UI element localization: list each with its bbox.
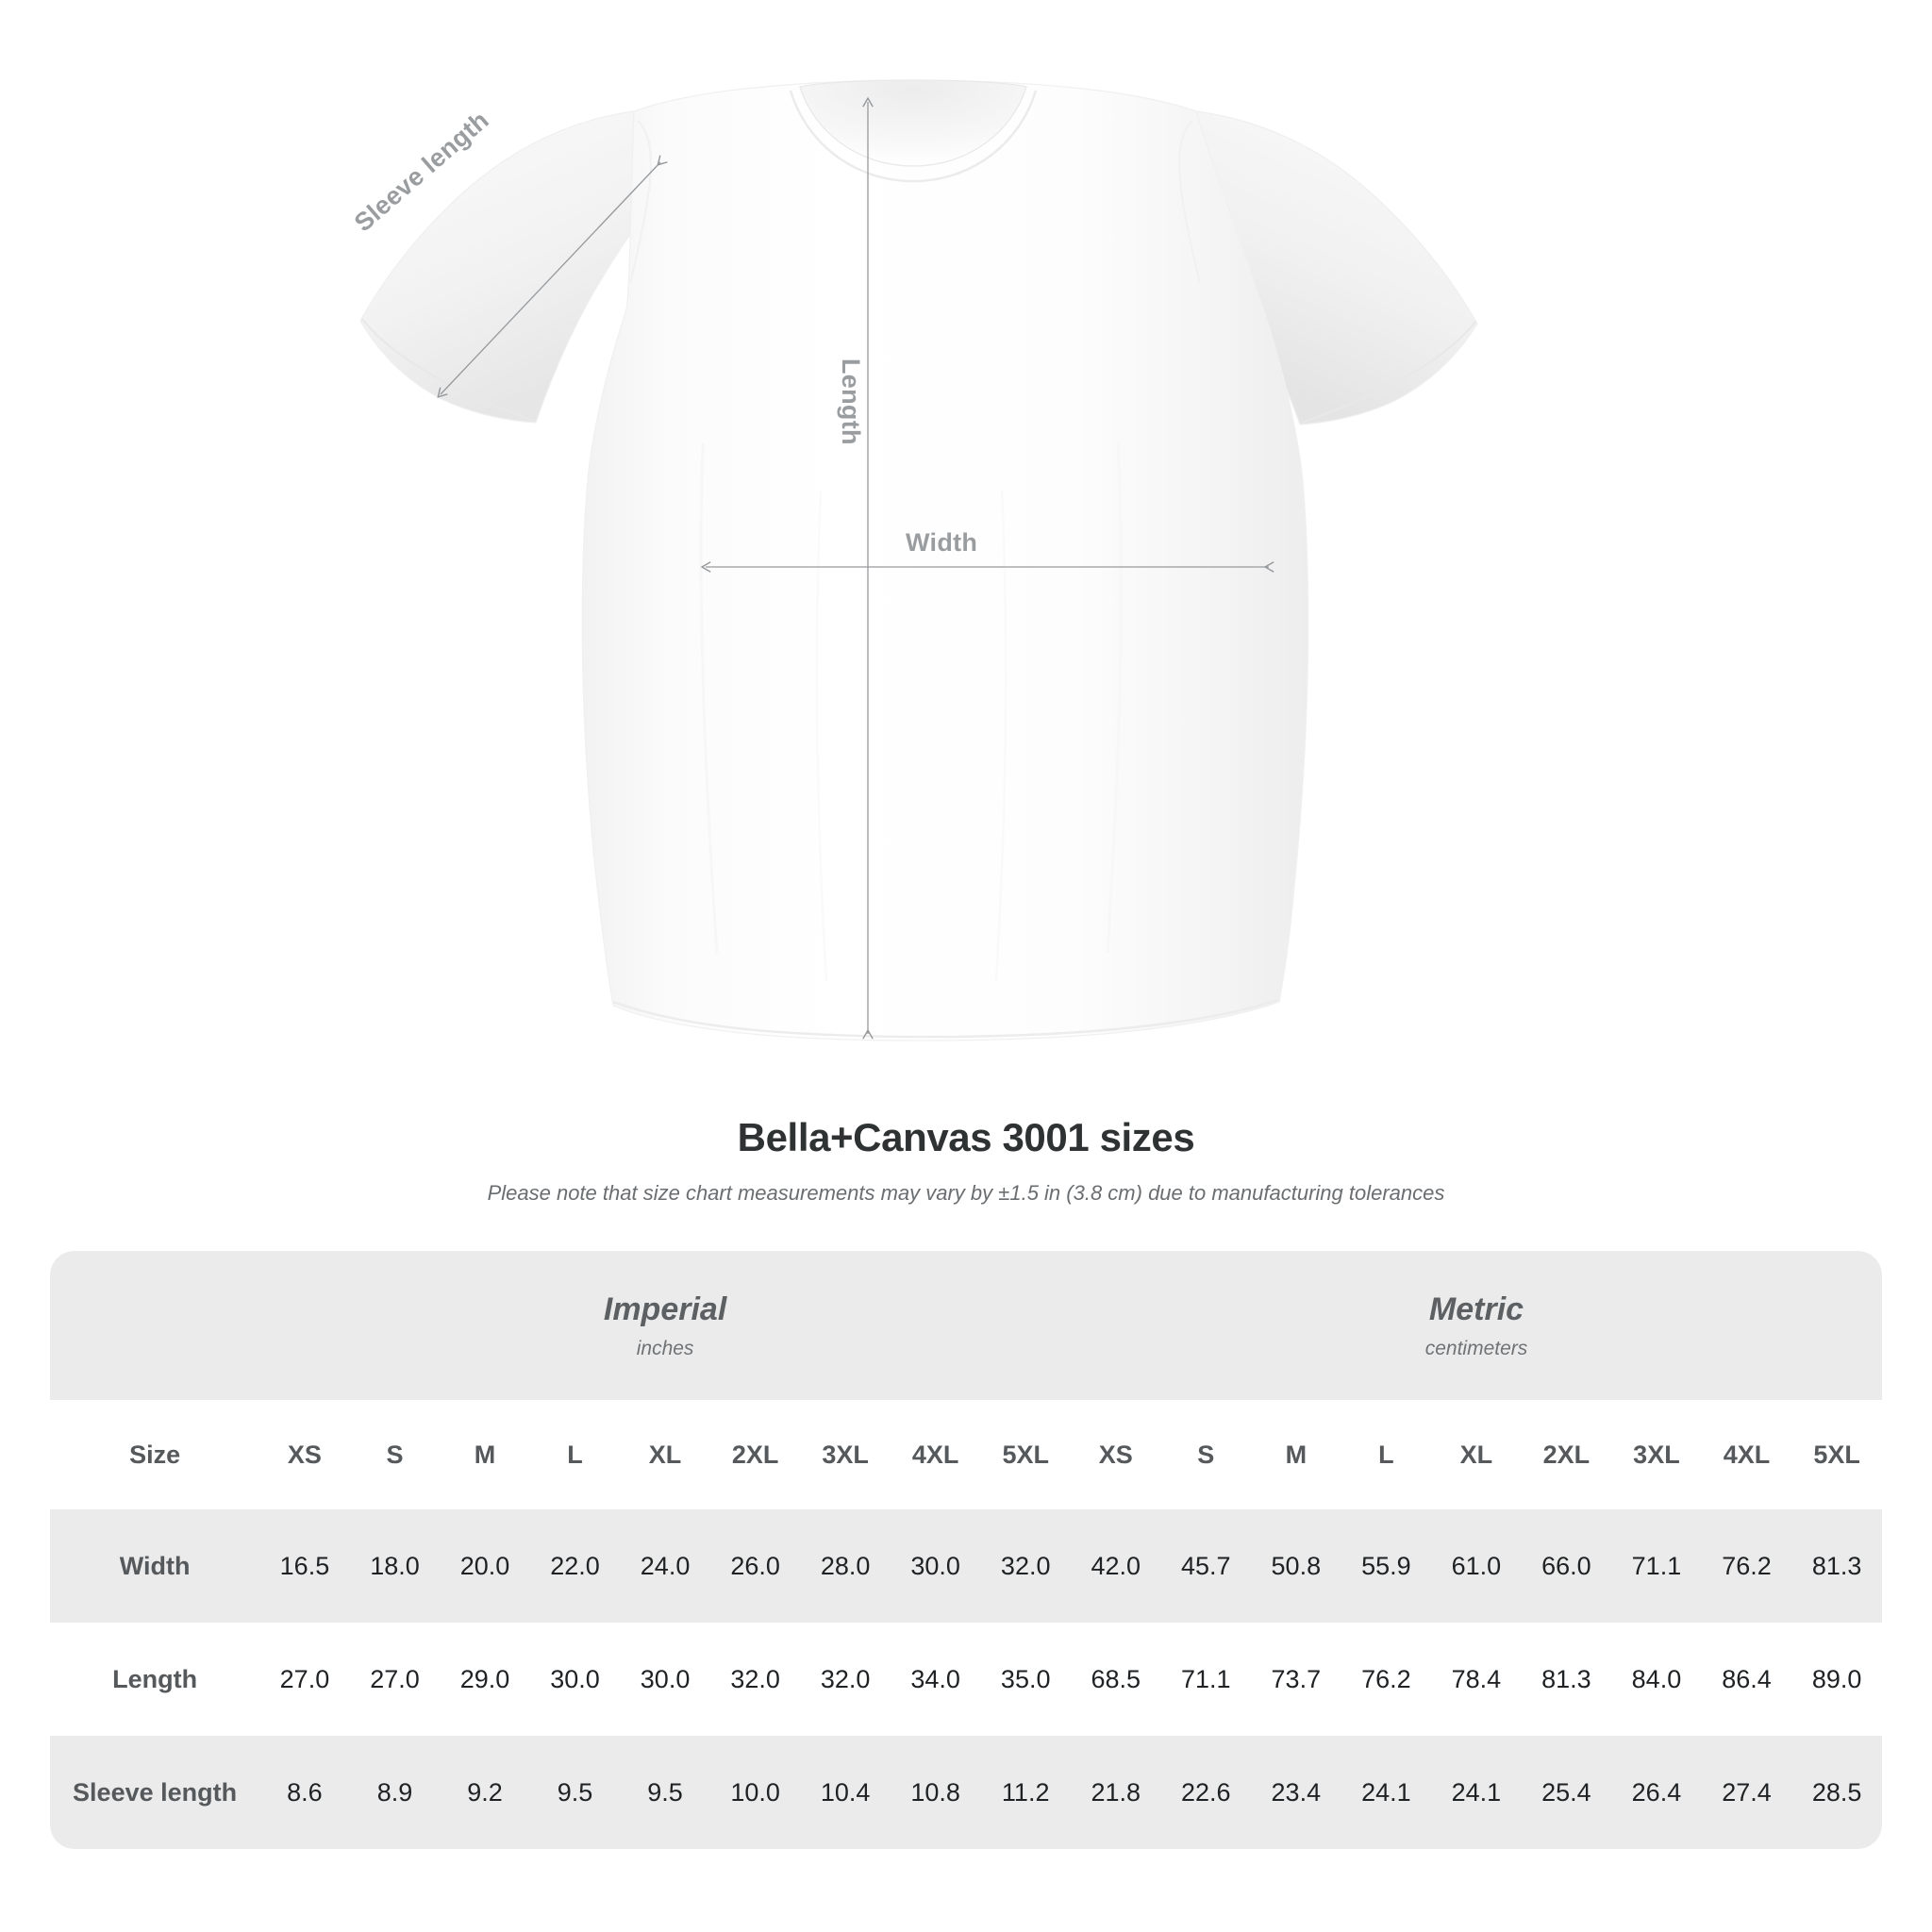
size-chart-heading: Bella+Canvas 3001 sizes Please note that… [0, 1115, 1932, 1206]
cell-length-metric-5xl: 89.0 [1791, 1623, 1882, 1736]
column-header-imperial-m: M [440, 1400, 530, 1509]
cell-sleeve-imperial-xs: 8.6 [259, 1736, 350, 1849]
cell-width-imperial-s: 18.0 [349, 1509, 441, 1623]
cell-length-metric-4xl: 86.4 [1701, 1623, 1792, 1736]
cell-width-imperial-4xl: 30.0 [890, 1509, 981, 1623]
length-annotation-label: Length [837, 358, 865, 445]
unit-header-spacer [50, 1251, 260, 1400]
cell-width-imperial-5xl: 32.0 [980, 1509, 1071, 1623]
cell-width-imperial-m: 20.0 [440, 1509, 530, 1623]
column-header-size: Size [50, 1400, 260, 1509]
cell-width-metric-2xl: 66.0 [1521, 1509, 1612, 1623]
cell-width-imperial-2xl: 26.0 [709, 1509, 801, 1623]
unit-group-metric-unit: centimeters [1424, 1337, 1528, 1359]
unit-group-metric: Metric centimeters [1070, 1251, 1882, 1400]
cell-sleeve-imperial-xl: 9.5 [620, 1736, 710, 1849]
column-header-metric-xs: XS [1070, 1400, 1161, 1509]
tolerance-note: Please note that size chart measurements… [487, 1181, 1445, 1205]
cell-sleeve-metric-l: 24.1 [1341, 1736, 1432, 1849]
cell-width-metric-l: 55.9 [1341, 1509, 1432, 1623]
size-chart-table: Imperial inches Metric centimeters Size … [50, 1251, 1882, 1849]
cell-length-metric-xs: 68.5 [1070, 1623, 1161, 1736]
column-header-imperial-5xl: 5XL [980, 1400, 1071, 1509]
unit-group-imperial-unit: inches [636, 1337, 694, 1359]
column-header-metric-m: M [1251, 1400, 1341, 1509]
column-header-imperial-xs: XS [259, 1400, 350, 1509]
cell-length-imperial-3xl: 32.0 [800, 1623, 891, 1736]
column-header-imperial-4xl: 4XL [890, 1400, 981, 1509]
column-header-metric-4xl: 4XL [1701, 1400, 1792, 1509]
column-header-imperial-xl: XL [620, 1400, 710, 1509]
unit-group-imperial: Imperial inches [259, 1251, 1071, 1400]
cell-sleeve-metric-4xl: 27.4 [1701, 1736, 1792, 1849]
cell-length-metric-s: 71.1 [1160, 1623, 1252, 1736]
cell-length-imperial-2xl: 32.0 [709, 1623, 801, 1736]
column-header-metric-xl: XL [1431, 1400, 1522, 1509]
cell-length-imperial-xs: 27.0 [259, 1623, 350, 1736]
unit-group-metric-name: Metric [1428, 1291, 1524, 1327]
cell-length-metric-xl: 78.4 [1431, 1623, 1522, 1736]
column-header-imperial-s: S [349, 1400, 441, 1509]
cell-length-imperial-m: 29.0 [440, 1623, 530, 1736]
cell-length-imperial-xl: 30.0 [620, 1623, 710, 1736]
cell-length-imperial-s: 27.0 [349, 1623, 441, 1736]
cell-sleeve-metric-3xl: 26.4 [1611, 1736, 1702, 1849]
shirt-body-shape [359, 79, 1478, 1041]
unit-group-header-row: Imperial inches Metric centimeters [50, 1251, 1882, 1400]
column-header-imperial-l: L [529, 1400, 621, 1509]
row-label-sleeve-length: Sleeve length [50, 1736, 260, 1849]
column-header-imperial-3xl: 3XL [800, 1400, 891, 1509]
t-shirt-measurement-diagram: Sleeve length Length Width [349, 79, 1478, 1041]
size-header-row: Size XS S M L XL 2XL 3XL 4XL 5XL XS S M … [50, 1400, 1882, 1509]
cell-sleeve-imperial-s: 8.9 [349, 1736, 441, 1849]
column-header-imperial-2xl: 2XL [709, 1400, 801, 1509]
cell-length-imperial-5xl: 35.0 [980, 1623, 1071, 1736]
cell-width-imperial-l: 22.0 [529, 1509, 621, 1623]
page-title: Bella+Canvas 3001 sizes [737, 1115, 1195, 1159]
cell-width-metric-s: 45.7 [1160, 1509, 1252, 1623]
cell-sleeve-metric-2xl: 25.4 [1521, 1736, 1612, 1849]
cell-length-imperial-4xl: 34.0 [890, 1623, 981, 1736]
cell-sleeve-metric-s: 22.6 [1160, 1736, 1252, 1849]
unit-group-imperial-name: Imperial [603, 1291, 727, 1327]
cell-width-imperial-3xl: 28.0 [800, 1509, 891, 1623]
cell-sleeve-imperial-3xl: 10.4 [800, 1736, 891, 1849]
column-header-metric-5xl: 5XL [1791, 1400, 1882, 1509]
cell-width-metric-3xl: 71.1 [1611, 1509, 1702, 1623]
t-shirt-illustration [359, 79, 1478, 1041]
width-annotation-label: Width [906, 528, 978, 557]
column-header-metric-2xl: 2XL [1521, 1400, 1612, 1509]
cell-sleeve-imperial-m: 9.2 [440, 1736, 530, 1849]
cell-width-metric-4xl: 76.2 [1701, 1509, 1792, 1623]
cell-width-metric-xl: 61.0 [1431, 1509, 1522, 1623]
cell-width-imperial-xl: 24.0 [620, 1509, 710, 1623]
sleeve-length-measure-arrow [437, 155, 668, 398]
column-header-metric-l: L [1341, 1400, 1432, 1509]
row-label-length: Length [50, 1623, 260, 1736]
cell-sleeve-metric-m: 23.4 [1251, 1736, 1341, 1849]
cell-length-imperial-l: 30.0 [529, 1623, 621, 1736]
cell-sleeve-imperial-4xl: 10.8 [890, 1736, 981, 1849]
cell-sleeve-metric-xs: 21.8 [1070, 1736, 1161, 1849]
table-row: Width 16.5 18.0 20.0 22.0 24.0 26.0 28.0… [50, 1509, 1882, 1623]
row-label-width: Width [50, 1509, 260, 1623]
column-header-metric-3xl: 3XL [1611, 1400, 1702, 1509]
cell-width-metric-m: 50.8 [1251, 1509, 1341, 1623]
cell-length-metric-3xl: 84.0 [1611, 1623, 1702, 1736]
table-row: Length 27.0 27.0 29.0 30.0 30.0 32.0 32.… [50, 1623, 1882, 1736]
size-chart-table-container: Imperial inches Metric centimeters Size … [50, 1251, 1882, 1849]
cell-sleeve-metric-xl: 24.1 [1431, 1736, 1522, 1849]
cell-length-metric-m: 73.7 [1251, 1623, 1341, 1736]
cell-sleeve-imperial-l: 9.5 [529, 1736, 621, 1849]
cell-length-metric-l: 76.2 [1341, 1623, 1432, 1736]
cell-length-metric-2xl: 81.3 [1521, 1623, 1612, 1736]
column-header-metric-s: S [1160, 1400, 1252, 1509]
table-row: Sleeve length 8.6 8.9 9.2 9.5 9.5 10.0 1… [50, 1736, 1882, 1849]
cell-sleeve-imperial-2xl: 10.0 [709, 1736, 801, 1849]
cell-width-imperial-xs: 16.5 [259, 1509, 350, 1623]
cell-sleeve-imperial-5xl: 11.2 [980, 1736, 1071, 1849]
cell-width-metric-xs: 42.0 [1070, 1509, 1161, 1623]
cell-width-metric-5xl: 81.3 [1791, 1509, 1882, 1623]
cell-sleeve-metric-5xl: 28.5 [1791, 1736, 1882, 1849]
